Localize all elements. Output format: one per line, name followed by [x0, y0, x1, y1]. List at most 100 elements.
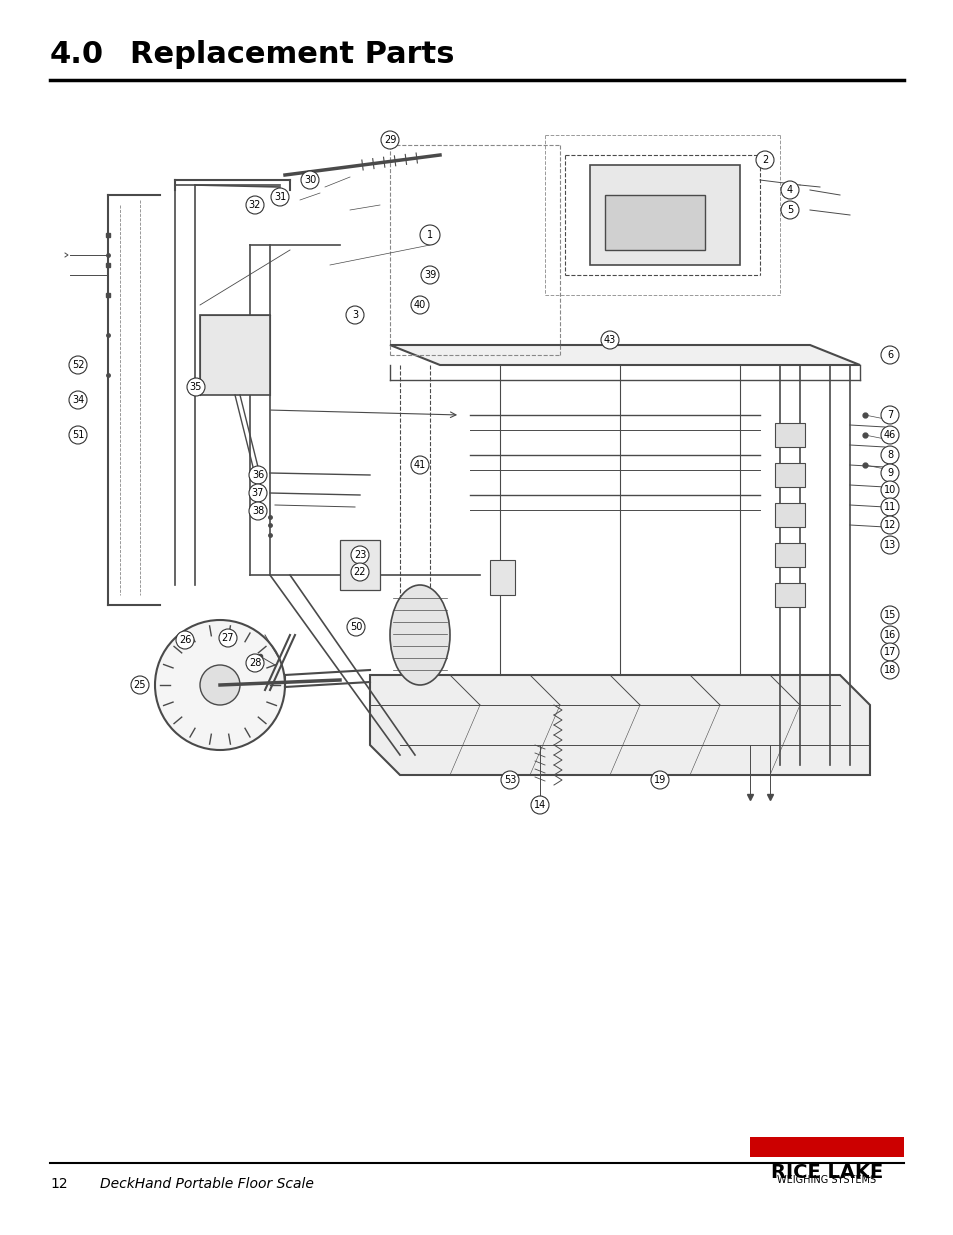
Text: 51: 51 — [71, 430, 84, 440]
Circle shape — [880, 661, 898, 679]
Text: 6: 6 — [886, 350, 892, 359]
Circle shape — [880, 446, 898, 464]
Circle shape — [200, 664, 240, 705]
Text: 34: 34 — [71, 395, 84, 405]
Text: 28: 28 — [249, 658, 261, 668]
Text: 22: 22 — [354, 567, 366, 577]
Text: 41: 41 — [414, 459, 426, 471]
Ellipse shape — [390, 585, 450, 685]
Circle shape — [880, 626, 898, 643]
Circle shape — [880, 464, 898, 482]
Circle shape — [249, 466, 267, 484]
Text: 2: 2 — [761, 156, 767, 165]
Circle shape — [880, 606, 898, 624]
Text: 31: 31 — [274, 191, 286, 203]
Bar — [749, 1137, 903, 1157]
Text: 4: 4 — [786, 185, 792, 195]
Circle shape — [246, 655, 264, 672]
Bar — [774, 543, 804, 567]
Circle shape — [69, 356, 87, 374]
Text: RICE LAKE: RICE LAKE — [770, 1163, 882, 1182]
Text: 46: 46 — [882, 430, 895, 440]
Text: 12: 12 — [50, 1177, 68, 1191]
Text: 1: 1 — [427, 230, 433, 240]
Circle shape — [880, 406, 898, 424]
Text: 5: 5 — [786, 205, 792, 215]
Text: 40: 40 — [414, 300, 426, 310]
Circle shape — [351, 563, 369, 580]
Text: 3: 3 — [352, 310, 357, 320]
Text: 25: 25 — [133, 680, 146, 690]
Circle shape — [781, 182, 799, 199]
Circle shape — [411, 296, 429, 314]
Circle shape — [531, 797, 548, 814]
Text: 26: 26 — [178, 635, 191, 645]
Circle shape — [131, 676, 149, 694]
Circle shape — [419, 225, 439, 245]
Bar — [774, 463, 804, 487]
Circle shape — [380, 131, 398, 149]
Bar — [339, 540, 379, 590]
Text: 29: 29 — [383, 135, 395, 144]
Circle shape — [69, 426, 87, 445]
Text: 19: 19 — [653, 776, 665, 785]
Circle shape — [880, 536, 898, 555]
Circle shape — [346, 306, 364, 324]
Text: 18: 18 — [882, 664, 895, 676]
Text: 38: 38 — [252, 506, 264, 516]
Text: 27: 27 — [221, 634, 234, 643]
Text: 43: 43 — [603, 335, 616, 345]
Circle shape — [880, 480, 898, 499]
Circle shape — [175, 631, 193, 650]
Bar — [774, 424, 804, 447]
Text: 13: 13 — [882, 540, 895, 550]
Text: 23: 23 — [354, 550, 366, 559]
Circle shape — [880, 498, 898, 516]
Text: 30: 30 — [304, 175, 315, 185]
Bar — [589, 165, 740, 266]
Text: 36: 36 — [252, 471, 264, 480]
Circle shape — [154, 620, 285, 750]
Text: 15: 15 — [882, 610, 895, 620]
Circle shape — [246, 196, 264, 214]
Text: 16: 16 — [882, 630, 895, 640]
Text: WEIGHING SYSTEMS: WEIGHING SYSTEMS — [777, 1174, 876, 1186]
Circle shape — [880, 426, 898, 445]
Circle shape — [500, 771, 518, 789]
Text: 50: 50 — [350, 622, 362, 632]
Circle shape — [249, 501, 267, 520]
Text: 12: 12 — [882, 520, 895, 530]
Text: 7: 7 — [886, 410, 892, 420]
Circle shape — [69, 391, 87, 409]
Text: 14: 14 — [534, 800, 545, 810]
Circle shape — [755, 151, 773, 169]
Bar — [604, 195, 704, 249]
Circle shape — [781, 201, 799, 219]
Circle shape — [249, 484, 267, 501]
Circle shape — [880, 346, 898, 364]
Circle shape — [219, 629, 236, 647]
Text: Replacement Parts: Replacement Parts — [130, 40, 454, 69]
Circle shape — [271, 188, 289, 206]
Circle shape — [880, 516, 898, 534]
Bar — [774, 583, 804, 606]
Text: 4.0: 4.0 — [50, 40, 104, 69]
Circle shape — [351, 546, 369, 564]
Text: 8: 8 — [886, 450, 892, 459]
Circle shape — [650, 771, 668, 789]
Text: 17: 17 — [882, 647, 895, 657]
Circle shape — [347, 618, 365, 636]
Text: 32: 32 — [249, 200, 261, 210]
Text: 37: 37 — [252, 488, 264, 498]
Text: 10: 10 — [882, 485, 895, 495]
Circle shape — [411, 456, 429, 474]
Text: 35: 35 — [190, 382, 202, 391]
Text: 11: 11 — [882, 501, 895, 513]
Text: 39: 39 — [423, 270, 436, 280]
Text: 53: 53 — [503, 776, 516, 785]
Bar — [774, 503, 804, 527]
Circle shape — [880, 643, 898, 661]
Polygon shape — [370, 676, 869, 776]
Bar — [200, 315, 270, 395]
Circle shape — [187, 378, 205, 396]
